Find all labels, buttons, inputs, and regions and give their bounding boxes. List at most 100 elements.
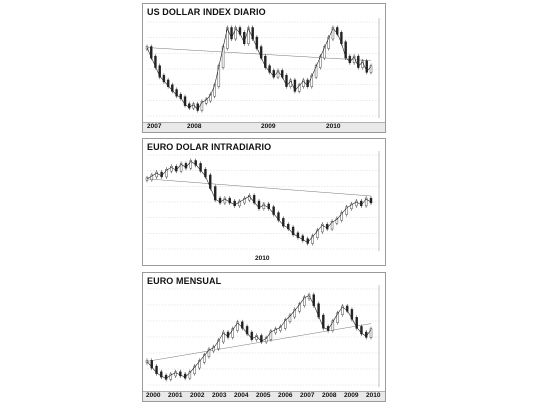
year-axis: 2007 2008 2009 2010 (143, 122, 385, 132)
year-label: 2003 (212, 392, 227, 399)
candle-body (251, 27, 254, 40)
candle-body (155, 171, 158, 178)
candle-body (194, 160, 197, 166)
candle-body (335, 27, 339, 35)
candle-body (331, 27, 335, 40)
chart-plot (145, 285, 380, 387)
candle-body (170, 166, 173, 172)
candle-body (364, 197, 368, 207)
candle-body (298, 303, 301, 312)
candle-body (257, 200, 261, 209)
year-label: 2005 (256, 392, 271, 399)
candle-body (344, 41, 347, 59)
candle-body (209, 94, 212, 102)
candle-body (222, 331, 225, 343)
candle-body (355, 317, 358, 329)
candle-body (169, 373, 173, 380)
candle-body (243, 197, 246, 204)
candle-body (231, 328, 234, 338)
candle-body (350, 203, 353, 209)
candle-body (282, 218, 285, 227)
candle-body (355, 200, 358, 207)
candle-body (336, 312, 339, 323)
candle-body (162, 74, 166, 83)
candle-body (164, 374, 168, 380)
candle-body (264, 55, 267, 68)
candle-body (321, 223, 324, 233)
candle-body (285, 74, 288, 87)
candle-body (189, 160, 193, 169)
year-label: 2001 (168, 392, 183, 399)
year-label: 2008 (187, 123, 202, 130)
candle-body (171, 84, 174, 92)
candle-body (204, 168, 207, 178)
candle-body (198, 360, 201, 369)
candle-body (276, 70, 280, 78)
candle-body (296, 232, 300, 238)
candle-body (293, 309, 296, 318)
trend-line (146, 323, 372, 362)
candle-body (279, 326, 282, 331)
chart-plot (145, 151, 380, 251)
candle-body (155, 365, 158, 374)
candle-body (287, 223, 290, 230)
year-label: 2000 (146, 392, 161, 399)
candle-body (179, 163, 183, 172)
candle-body (319, 55, 322, 68)
candle-body (218, 197, 222, 204)
series-line (146, 161, 372, 243)
year-label: 2007 (147, 123, 162, 130)
series-line (146, 27, 372, 111)
candle-body (340, 212, 343, 221)
candle-body (223, 197, 227, 204)
year-axis: 2000 2001 2002 2003 2004 2005 2006 2007 … (143, 391, 385, 401)
candle-body (166, 79, 170, 87)
candle-body (188, 103, 191, 109)
candle-body (317, 303, 320, 318)
candle-body (247, 27, 250, 44)
candle-body (202, 354, 206, 363)
year-label: 2008 (322, 392, 337, 399)
candle-body (259, 46, 263, 59)
trend-line (146, 178, 372, 197)
candle-body (312, 294, 316, 306)
candle-body (179, 94, 183, 99)
candle-body (165, 168, 168, 178)
candle-body (272, 206, 275, 215)
candle-body (250, 331, 254, 340)
year-label: 2009 (261, 123, 276, 130)
chart-title: EURO MENSUAL (147, 276, 222, 286)
candle-body (179, 371, 182, 377)
candle-body (369, 65, 373, 73)
year-label: 2009 (344, 392, 359, 399)
candle-body (297, 84, 301, 92)
candle-body (369, 328, 373, 338)
gridlines (147, 21, 379, 117)
candle-body (274, 328, 277, 334)
candle-body (233, 200, 236, 207)
candle-body (217, 339, 220, 349)
candle-body (301, 235, 305, 241)
candle-body (330, 221, 334, 230)
candle-body (150, 174, 154, 181)
candle-body (236, 321, 239, 331)
candle-body (213, 186, 217, 201)
chart-panel-dxy: US DOLLAR INDEX DIARIO 2007 2008 2009 20… (142, 3, 386, 133)
candle-body (277, 212, 280, 221)
trend-line (146, 47, 372, 61)
candle-body (302, 79, 305, 87)
candle-body (262, 203, 266, 209)
candle-body (348, 55, 352, 64)
candle-body (241, 321, 244, 329)
candle-body (341, 305, 344, 315)
candle-body (183, 96, 187, 106)
candle-body (193, 365, 196, 374)
candle-body (212, 346, 215, 352)
candle-body (252, 195, 256, 204)
candle-body (272, 70, 275, 78)
year-label: 2010 (366, 392, 381, 399)
candle-body (200, 101, 204, 111)
chart-title: US DOLLAR INDEX DIARIO (147, 7, 266, 17)
candle-body (345, 305, 349, 312)
candle-body (243, 32, 246, 44)
